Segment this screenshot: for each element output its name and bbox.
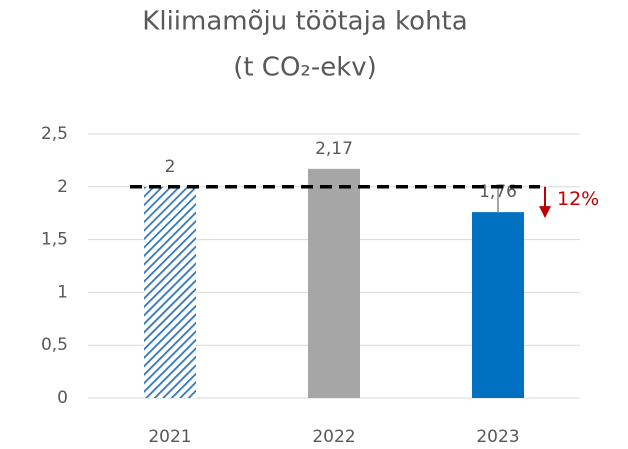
bar <box>472 212 524 398</box>
data-label: 2 <box>165 157 176 177</box>
y-tick-label: 1 <box>57 282 68 302</box>
x-tick-label: 2022 <box>312 427 355 447</box>
y-tick-label: 0 <box>57 388 68 408</box>
annotation: 12% <box>557 188 599 210</box>
bar <box>308 168 360 398</box>
x-tick-label: 2023 <box>476 427 519 447</box>
chart-title: Kliimamõju töötaja kohta <box>142 7 467 37</box>
y-tick-label: 2 <box>57 177 68 197</box>
arrow-head <box>539 206 551 219</box>
bar <box>144 186 196 398</box>
y-tick-label: 0,5 <box>41 335 68 355</box>
y-tick-label: 2,5 <box>41 124 68 144</box>
x-tick-label: 2021 <box>148 427 191 447</box>
y-tick-label: 1,5 <box>41 230 68 250</box>
data-label: 2,17 <box>315 139 353 159</box>
chart-subtitle: (t CO₂-ekv) <box>233 53 377 83</box>
